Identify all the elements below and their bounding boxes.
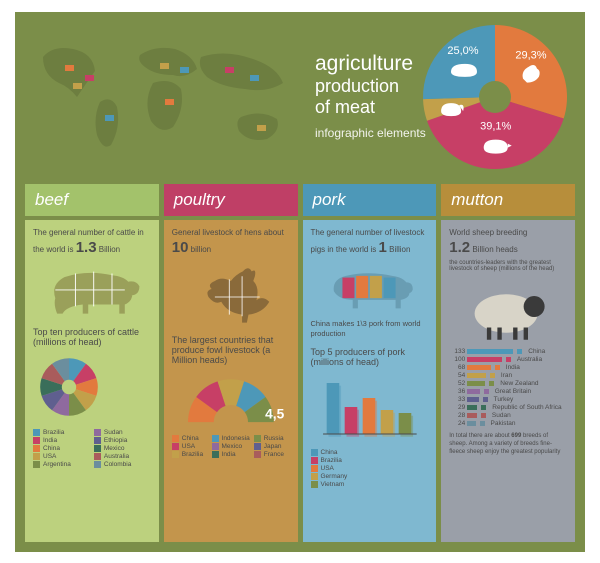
category-tabs: beef poultry pork mutton — [25, 184, 575, 216]
poultry-blurb: General livestock of hens about 10 billi… — [172, 228, 290, 258]
beef-blurb: The general number of cattle in the worl… — [33, 228, 151, 258]
tab-beef: beef — [25, 184, 159, 216]
panel-beef: The general number of cattle in the worl… — [25, 220, 159, 542]
title-tag: infographic elements — [315, 126, 426, 140]
svg-text:4,5: 4,5 — [265, 407, 284, 422]
mutton-bar-chart: 133China100Australia68India54Iran52New Z… — [449, 348, 567, 427]
poultry-legend: ChinaIndonesiaRussiaUSAMexicoJapanBrazil… — [172, 435, 290, 458]
svg-text:29,3%: 29,3% — [515, 49, 546, 61]
pork-bar-title: Top 5 producers of pork (millions of hea… — [311, 347, 429, 367]
world-map — [25, 27, 305, 167]
svg-text:39,1%: 39,1% — [480, 120, 511, 132]
title-block: agriculture production of meat infograph… — [315, 52, 426, 140]
mutton-note: the countries-leaders with the greatest … — [449, 260, 567, 272]
header: agriculture production of meat infograph… — [15, 12, 585, 180]
pork-note: China makes 1\3 pork from world producti… — [311, 319, 429, 339]
svg-text:25,0%: 25,0% — [447, 44, 478, 56]
pork-blurb: The general number of livestock pigs in … — [311, 228, 429, 258]
tab-mutton: mutton — [441, 184, 575, 216]
title-sub2: of meat — [315, 97, 426, 118]
infographic-poster: agriculture production of meat infograph… — [15, 12, 585, 552]
tab-poultry: poultry — [164, 184, 298, 216]
poultry-gauge-chart: 4,5 — [172, 369, 290, 429]
beef-pie-title: Top ten producers of cattle (millions of… — [33, 327, 151, 347]
beef-pie-chart — [33, 351, 105, 423]
pork-legend: ChinaBraziliaUSAGermanyVietnam — [311, 449, 429, 488]
pork-bar-chart — [311, 371, 429, 443]
panel-pork: The general number of livestock pigs in … — [303, 220, 437, 542]
panel-mutton: World sheep breeding 1.2 Billion heads t… — [441, 220, 575, 542]
pig-diagram — [311, 257, 429, 317]
mutton-footer: In total there are about 699 breeds of s… — [449, 433, 567, 456]
title-sub: production — [315, 76, 426, 97]
beef-legend: BraziliaSudanIndiaEthiopiaChinaMexicoUSA… — [33, 429, 151, 468]
tab-pork: pork — [303, 184, 437, 216]
cow-diagram — [33, 257, 151, 321]
panels: The general number of cattle in the worl… — [25, 220, 575, 542]
rooster-diagram — [172, 257, 290, 329]
title-main: agriculture — [315, 52, 426, 76]
mutton-blurb: World sheep breeding 1.2 Billion heads — [449, 228, 567, 258]
sheep-icon — [449, 275, 567, 345]
panel-poultry: General livestock of hens about 10 billi… — [164, 220, 298, 542]
main-pie-chart: 29,3%39,1%4,8%25,0% — [420, 22, 570, 172]
poultry-gauge-title: The largest countries that produce fowl … — [172, 335, 290, 365]
